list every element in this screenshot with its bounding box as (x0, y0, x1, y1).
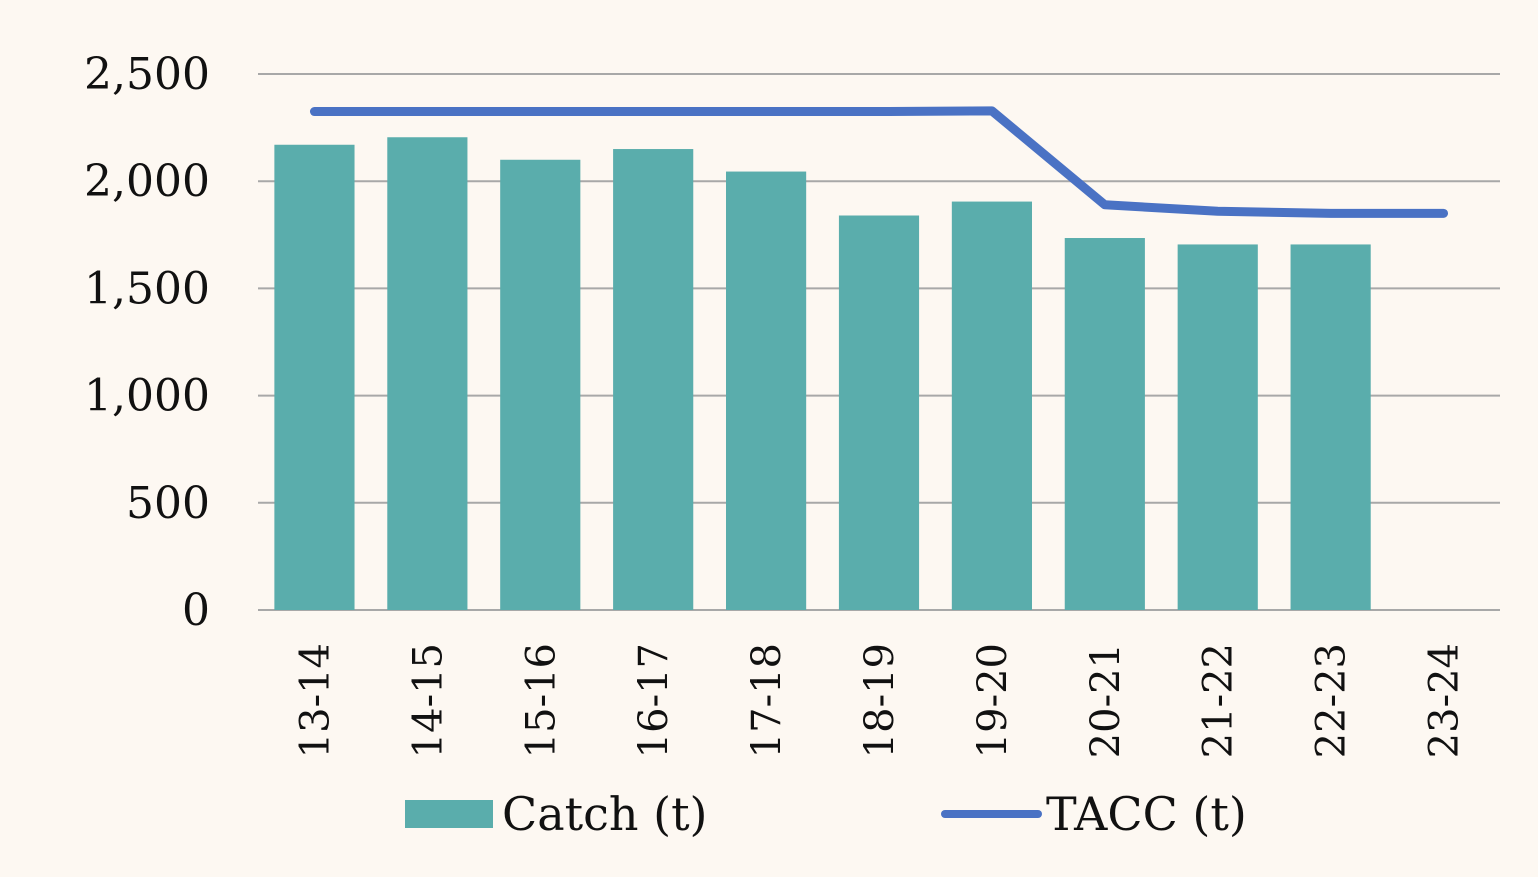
legend-label-catch: Catch (t) (502, 787, 708, 841)
y-tick-label: 0 (182, 585, 210, 636)
catch-bar (1177, 244, 1258, 610)
catch-bar (838, 215, 920, 610)
y-tick-label: 2,500 (84, 49, 210, 100)
x-tick-label: 20-21 (1083, 643, 1129, 758)
catch-bar (274, 144, 355, 610)
x-tick-label: 17-18 (744, 643, 790, 758)
catch-bar (726, 171, 807, 610)
x-tick-label: 22-23 (1309, 643, 1355, 758)
legend-swatch-catch (405, 800, 493, 828)
x-tick-label: 19-20 (970, 643, 1016, 758)
x-axis-ticks: 13-14 14-15 15-16 16-17 17-18 18-19 19-20 20-21… (292, 643, 1467, 758)
legend-label-tacc: TACC (t) (1046, 787, 1247, 841)
legend: Catch (t) TACC (t) (405, 787, 1247, 841)
x-tick-label: 15-16 (518, 643, 564, 758)
catch-bar (500, 159, 581, 610)
catch-bar (1290, 244, 1371, 610)
catch-bar (951, 201, 1032, 610)
y-tick-label: 2,000 (84, 156, 210, 207)
y-tick-label: 500 (126, 478, 210, 529)
y-tick-label: 1,500 (84, 263, 210, 314)
tacc-series-line (309, 106, 1449, 218)
catch-bar (613, 149, 694, 611)
catch-bar (387, 137, 468, 611)
x-tick-label: 14-15 (405, 643, 451, 758)
x-tick-label: 23-24 (1422, 643, 1468, 758)
y-tick-label: 1,000 (84, 371, 210, 422)
x-tick-label: 16-17 (631, 643, 677, 758)
x-tick-label: 18-19 (857, 643, 903, 758)
tacc-line (309, 106, 1449, 218)
x-tick-label: 21-22 (1196, 643, 1242, 758)
catch-bar (1064, 238, 1145, 611)
catch-bars (274, 137, 1371, 611)
y-axis-ticks: 0 500 1,000 1,500 2,000 2,500 (84, 49, 210, 636)
x-tick-label: 13-14 (292, 643, 338, 758)
